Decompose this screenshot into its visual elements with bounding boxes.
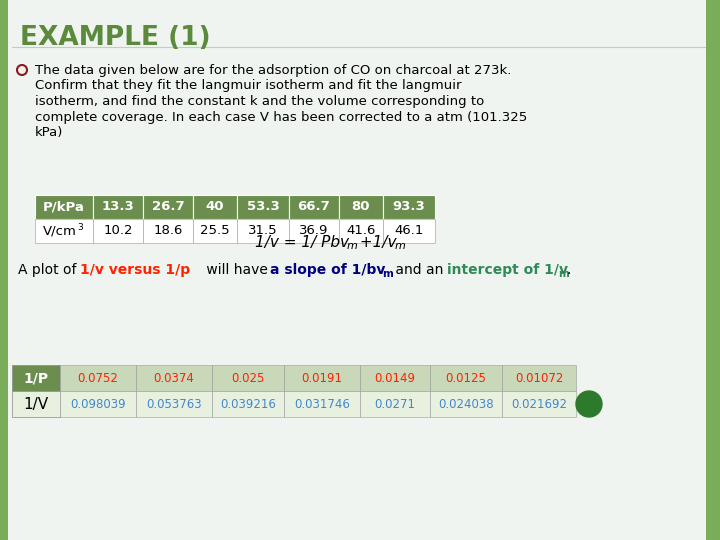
Text: m: m <box>382 269 393 279</box>
Text: 93.3: 93.3 <box>392 200 426 213</box>
Text: 10.2: 10.2 <box>103 225 132 238</box>
Text: intercept of 1/v: intercept of 1/v <box>447 263 568 277</box>
Text: 1/v = 1/ Pbv: 1/v = 1/ Pbv <box>255 234 349 249</box>
Bar <box>35 219 93 243</box>
Text: 0.0374: 0.0374 <box>153 372 194 384</box>
Bar <box>289 195 339 219</box>
Text: V/cm: V/cm <box>43 225 77 238</box>
Text: 1/v versus 1/p: 1/v versus 1/p <box>80 263 190 277</box>
Bar <box>430 365 502 391</box>
Text: P/kPa: P/kPa <box>43 200 85 213</box>
Text: 80: 80 <box>352 200 370 213</box>
Bar <box>502 391 576 417</box>
Text: 66.7: 66.7 <box>297 200 330 213</box>
Text: 0.01072: 0.01072 <box>515 372 563 384</box>
Bar <box>383 195 435 219</box>
Text: m: m <box>347 241 358 251</box>
Text: 0.024038: 0.024038 <box>438 397 494 410</box>
Bar <box>12 391 60 417</box>
Bar <box>360 365 430 391</box>
Bar <box>93 195 143 219</box>
Text: 0.0271: 0.0271 <box>374 397 415 410</box>
Bar <box>12 365 60 391</box>
Text: Confirm that they fit the langmuir isotherm and fit the langmuir: Confirm that they fit the langmuir isoth… <box>35 79 462 92</box>
Bar <box>193 219 237 243</box>
Text: A plot of: A plot of <box>18 263 81 277</box>
Bar <box>136 365 212 391</box>
Text: and an: and an <box>391 263 448 277</box>
Text: 25.5: 25.5 <box>200 225 230 238</box>
Bar <box>339 219 383 243</box>
Bar <box>237 195 289 219</box>
Text: 1/V: 1/V <box>24 396 48 411</box>
Text: +1/v: +1/v <box>355 234 397 249</box>
Text: kPa): kPa) <box>35 126 63 139</box>
Circle shape <box>576 391 602 417</box>
Bar <box>136 391 212 417</box>
Bar <box>93 219 143 243</box>
Bar <box>360 391 430 417</box>
Bar <box>143 219 193 243</box>
Text: 46.1: 46.1 <box>395 225 423 238</box>
Text: 0.031746: 0.031746 <box>294 397 350 410</box>
Text: 41.6: 41.6 <box>346 225 376 238</box>
Text: m: m <box>558 269 569 279</box>
Bar <box>212 391 284 417</box>
Bar <box>193 195 237 219</box>
Text: isotherm, and find the constant k and the volume corresponding to: isotherm, and find the constant k and th… <box>35 95 485 108</box>
Text: 18.6: 18.6 <box>153 225 183 238</box>
Text: 0.053763: 0.053763 <box>146 397 202 410</box>
Text: 3: 3 <box>77 222 83 232</box>
Text: 0.025: 0.025 <box>231 372 265 384</box>
Text: 0.098039: 0.098039 <box>70 397 126 410</box>
Bar <box>430 391 502 417</box>
Text: 53.3: 53.3 <box>247 200 279 213</box>
Text: complete coverage. In each case V has been corrected to a atm (101.325: complete coverage. In each case V has be… <box>35 111 527 124</box>
Bar <box>237 219 289 243</box>
Bar <box>502 365 576 391</box>
Text: 0.0149: 0.0149 <box>374 372 415 384</box>
Bar <box>212 365 284 391</box>
Bar <box>0 0 8 540</box>
Text: 0.0752: 0.0752 <box>78 372 118 384</box>
Text: 0.021692: 0.021692 <box>511 397 567 410</box>
Text: 40: 40 <box>206 200 224 213</box>
Bar <box>60 391 136 417</box>
Bar <box>60 365 136 391</box>
Bar <box>706 0 720 540</box>
Bar <box>284 365 360 391</box>
Text: 26.7: 26.7 <box>152 200 184 213</box>
Text: m: m <box>395 241 406 251</box>
Text: 36.9: 36.9 <box>300 225 329 238</box>
Text: 0.039216: 0.039216 <box>220 397 276 410</box>
Text: 0.0191: 0.0191 <box>302 372 343 384</box>
Bar <box>339 195 383 219</box>
Text: .: . <box>566 263 570 277</box>
Bar <box>143 195 193 219</box>
Text: 0.0125: 0.0125 <box>446 372 487 384</box>
Text: 1/P: 1/P <box>24 371 48 385</box>
Bar <box>289 219 339 243</box>
Bar <box>383 219 435 243</box>
Text: 13.3: 13.3 <box>102 200 135 213</box>
Text: EXAMPLE (1): EXAMPLE (1) <box>20 25 211 51</box>
Text: will have: will have <box>202 263 272 277</box>
Text: 31.5: 31.5 <box>248 225 278 238</box>
Text: The data given below are for the adsorption of CO on charcoal at 273k.: The data given below are for the adsorpt… <box>35 64 511 77</box>
Bar <box>35 195 93 219</box>
Text: a slope of 1/bv: a slope of 1/bv <box>270 263 385 277</box>
Bar <box>284 391 360 417</box>
